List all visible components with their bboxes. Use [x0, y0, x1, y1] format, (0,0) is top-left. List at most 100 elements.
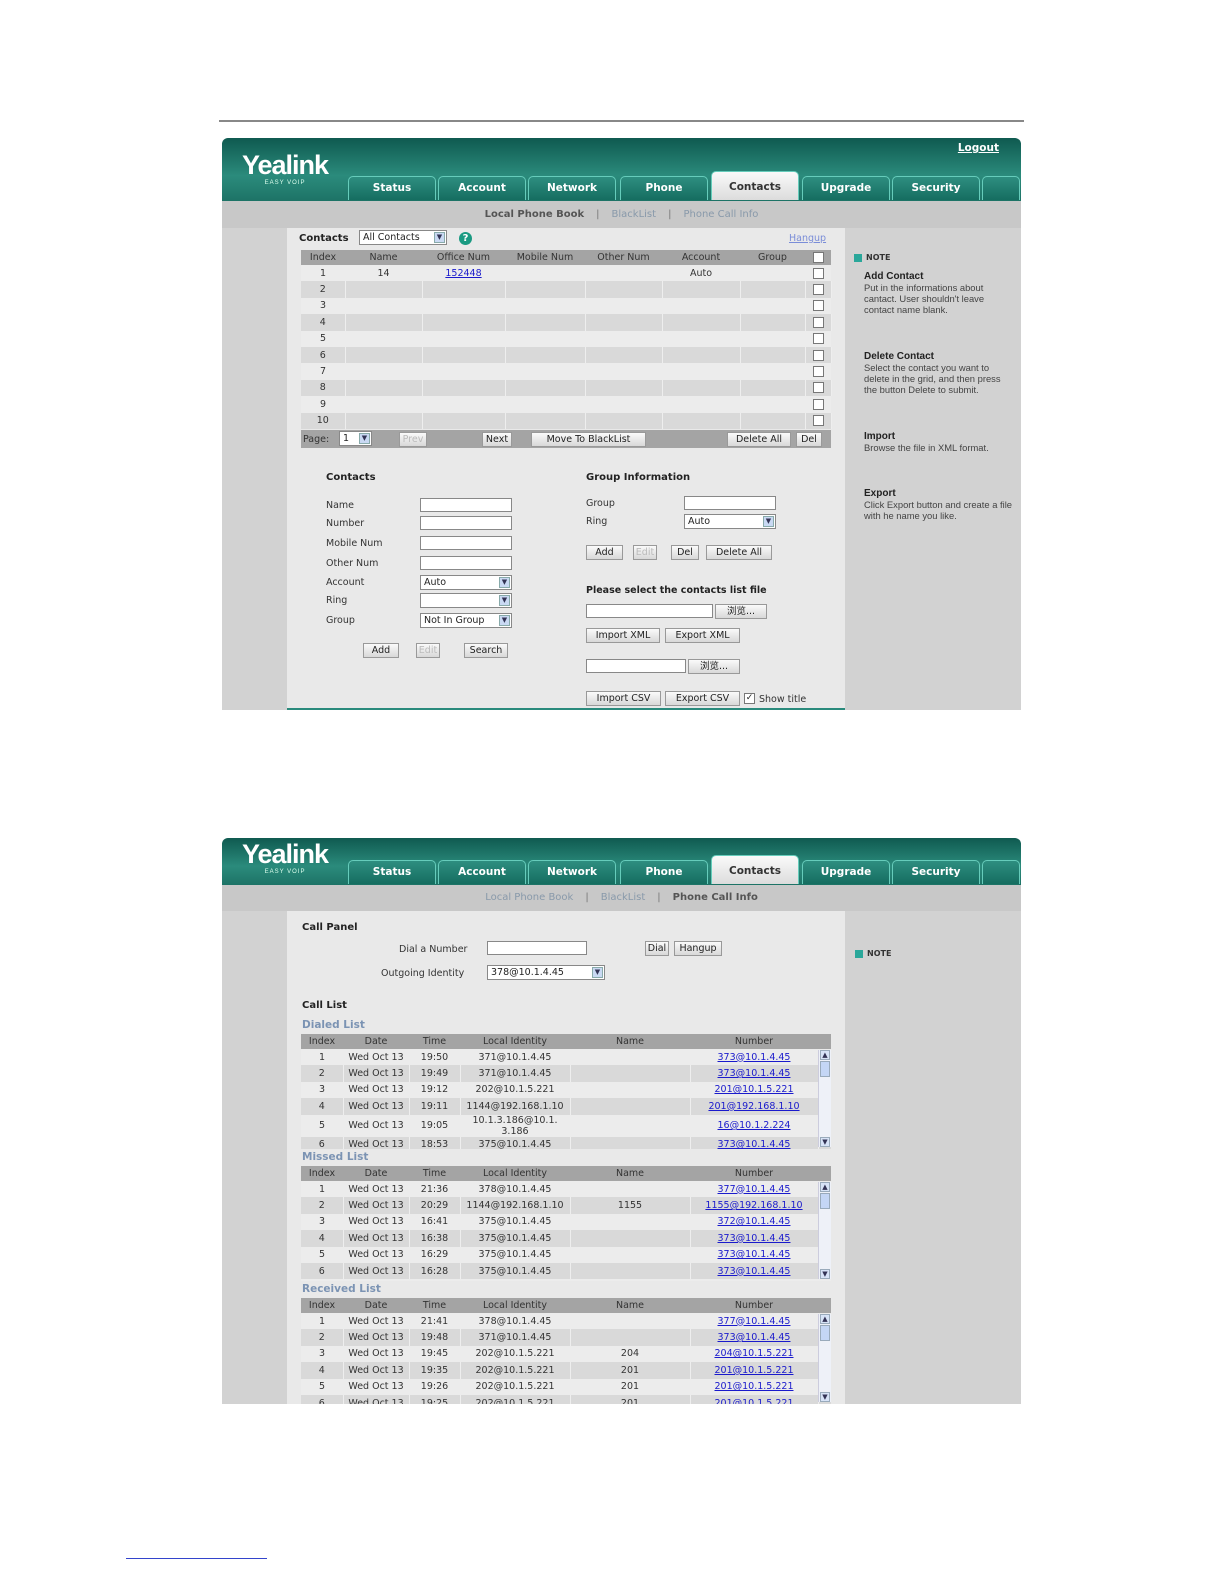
number-link[interactable]: 201@10.1.5.221 — [714, 1084, 794, 1096]
account-select[interactable]: Auto ▼ — [420, 575, 512, 590]
office-num-link[interactable]: 152448 — [445, 267, 482, 279]
subnav-phone-call-info[interactable]: Phone Call Info — [683, 209, 759, 220]
tab-upgrade[interactable]: Upgrade — [802, 176, 890, 200]
number-link[interactable]: 201@10.1.5.221 — [714, 1381, 794, 1393]
number-link[interactable]: 373@10.1.4.45 — [717, 1332, 791, 1344]
scroll-thumb[interactable] — [820, 1325, 830, 1341]
row-checkbox[interactable] — [812, 382, 824, 394]
move-to-blacklist-button[interactable]: Move To BlackList — [531, 432, 646, 447]
subnav-blacklist[interactable]: BlackList — [611, 209, 657, 220]
scroll-up-icon[interactable]: ▲ — [820, 1314, 830, 1324]
group-edit-button[interactable]: Edit — [633, 545, 657, 560]
number-link[interactable]: 204@10.1.5.221 — [714, 1348, 794, 1360]
scroll-down-icon[interactable]: ▼ — [820, 1269, 830, 1279]
mobile-num-input[interactable] — [420, 536, 512, 550]
xml-file-input[interactable] — [586, 604, 713, 618]
browse-xml-button[interactable]: 浏览... — [715, 604, 767, 619]
number-link[interactable]: 201@192.168.1.10 — [708, 1100, 800, 1112]
number-link[interactable]: 373@10.1.4.45 — [717, 1232, 791, 1244]
help-icon[interactable]: ? — [459, 232, 472, 245]
group-del-button[interactable]: Del — [671, 545, 699, 560]
number-link[interactable]: 377@10.1.4.45 — [717, 1183, 791, 1195]
tab-status[interactable]: Status — [348, 176, 436, 200]
number-link[interactable]: 377@10.1.4.45 — [717, 1315, 791, 1327]
number-link[interactable]: 373@10.1.4.45 — [717, 1249, 791, 1261]
page-select[interactable]: 1 ▼ — [339, 431, 372, 446]
group-add-button[interactable]: Add — [586, 545, 623, 560]
row-checkbox[interactable] — [812, 284, 824, 296]
contacts-filter-select[interactable]: All Contacts ▼ — [359, 230, 447, 245]
subnav-phone-call-info[interactable]: Phone Call Info — [672, 892, 758, 903]
logout-link[interactable]: Logout — [957, 142, 999, 154]
tab-security[interactable]: Security — [892, 176, 980, 200]
delete-all-button[interactable]: Delete All — [727, 432, 791, 447]
row-checkbox[interactable] — [812, 398, 824, 410]
group-name-input[interactable] — [684, 496, 776, 510]
scroll-down-icon[interactable]: ▼ — [820, 1392, 830, 1402]
subnav-blacklist[interactable]: BlackList — [600, 892, 646, 903]
del-button[interactable]: Del — [796, 432, 822, 447]
tab-phone[interactable]: Phone — [620, 860, 708, 884]
tab-account[interactable]: Account — [438, 860, 526, 884]
row-checkbox[interactable] — [812, 316, 824, 328]
number-input[interactable] — [420, 516, 512, 530]
row-checkbox[interactable] — [812, 366, 824, 378]
row-checkbox[interactable] — [812, 300, 824, 312]
number-link[interactable]: 1155@192.168.1.10 — [705, 1200, 803, 1212]
number-link[interactable]: 373@10.1.4.45 — [717, 1139, 791, 1149]
scroll-up-icon[interactable]: ▲ — [820, 1050, 830, 1060]
number-link[interactable]: 373@10.1.4.45 — [717, 1265, 791, 1277]
tab-network[interactable]: Network — [528, 860, 616, 884]
hangup-button[interactable]: Hangup — [674, 941, 722, 956]
tab-security[interactable]: Security — [892, 860, 980, 884]
browse-csv-button[interactable]: 浏览... — [688, 659, 740, 674]
scroll-down-icon[interactable]: ▼ — [820, 1137, 830, 1147]
row-checkbox[interactable] — [812, 415, 824, 427]
subnav-local-phone-book[interactable]: Local Phone Book — [485, 892, 574, 903]
dial-button[interactable]: Dial — [645, 941, 669, 956]
tab-upgrade[interactable]: Upgrade — [802, 860, 890, 884]
number-link[interactable]: 201@10.1.5.221 — [714, 1397, 794, 1404]
group-delete-all-button[interactable]: Delete All — [706, 545, 772, 560]
subnav-local-phone-book[interactable]: Local Phone Book — [484, 209, 585, 220]
import-csv-button[interactable]: Import CSV — [586, 691, 661, 706]
name-input[interactable] — [420, 498, 512, 512]
list-scrollbar[interactable]: ▲ ▼ — [818, 1314, 831, 1402]
tab-contacts[interactable]: Contacts — [711, 855, 799, 884]
ring-select[interactable]: ▼ — [420, 593, 512, 608]
scroll-thumb[interactable] — [820, 1193, 830, 1209]
hangup-link[interactable]: Hangup — [789, 233, 827, 244]
number-link[interactable]: 16@10.1.2.224 — [717, 1120, 791, 1132]
group-ring-select[interactable]: Auto ▼ — [684, 514, 776, 529]
number-link[interactable]: 201@10.1.5.221 — [714, 1364, 794, 1376]
row-checkbox[interactable] — [812, 333, 824, 345]
number-link[interactable]: 373@10.1.4.45 — [717, 1068, 791, 1080]
next-button[interactable]: Next — [482, 432, 512, 447]
select-all-checkbox[interactable] — [812, 252, 824, 263]
row-checkbox[interactable] — [812, 267, 824, 279]
row-checkbox[interactable] — [812, 349, 824, 361]
scroll-up-icon[interactable]: ▲ — [820, 1182, 830, 1192]
tab-account[interactable]: Account — [438, 176, 526, 200]
number-link[interactable]: 373@10.1.4.45 — [717, 1051, 791, 1063]
number-link[interactable]: 372@10.1.4.45 — [717, 1216, 791, 1228]
group-select[interactable]: Not In Group ▼ — [420, 613, 512, 628]
export-xml-button[interactable]: Export XML — [665, 628, 740, 643]
other-num-input[interactable] — [420, 556, 512, 570]
outgoing-identity-select[interactable]: 378@10.1.4.45 ▼ — [487, 965, 605, 980]
tab-network[interactable]: Network — [528, 176, 616, 200]
show-title-checkbox[interactable]: ✓ — [744, 693, 755, 704]
tab-phone[interactable]: Phone — [620, 176, 708, 200]
edit-contact-button[interactable]: Edit — [416, 643, 440, 658]
import-xml-button[interactable]: Import XML — [586, 628, 660, 643]
tab-contacts[interactable]: Contacts — [711, 171, 799, 200]
search-button[interactable]: Search — [464, 643, 508, 658]
add-contact-button[interactable]: Add — [363, 643, 399, 658]
scroll-thumb[interactable] — [820, 1061, 830, 1077]
list-scrollbar[interactable]: ▲ ▼ — [818, 1182, 831, 1279]
prev-button[interactable]: Prev — [399, 432, 427, 447]
export-csv-button[interactable]: Export CSV — [665, 691, 740, 706]
tab-status[interactable]: Status — [348, 860, 436, 884]
list-scrollbar[interactable]: ▲ ▼ — [818, 1050, 831, 1147]
dial-number-input[interactable] — [487, 941, 587, 955]
